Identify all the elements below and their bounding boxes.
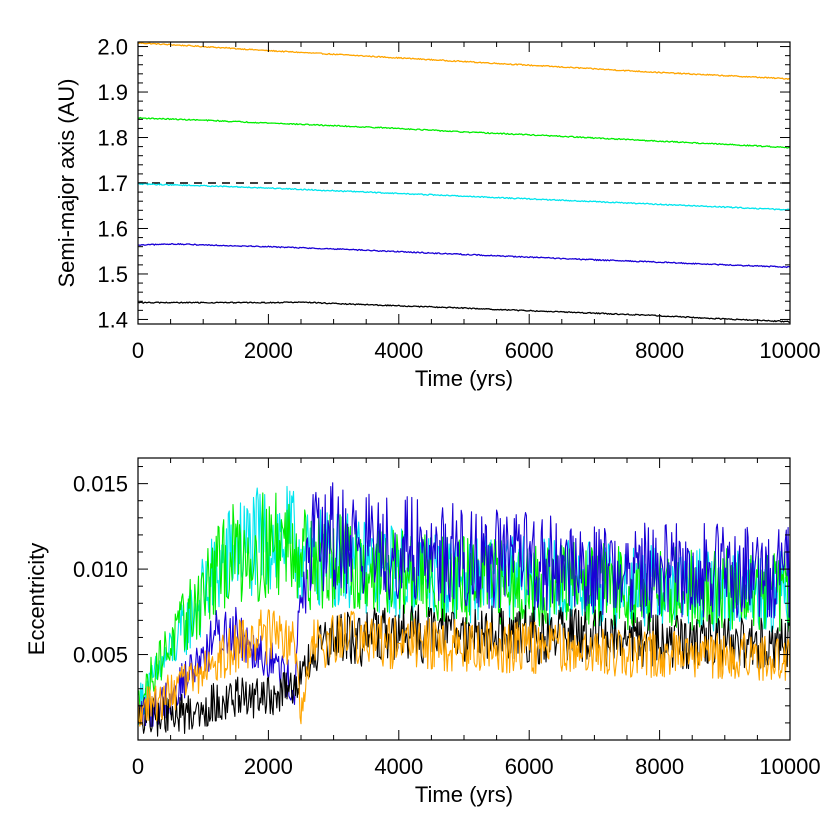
eccentricity-series-group — [138, 482, 790, 737]
semi-major-axis-x-tick-label: 4000 — [374, 338, 423, 363]
semi-major-axis-series-5-line — [138, 301, 790, 323]
semi-major-axis-x-tick-label: 6000 — [505, 338, 554, 363]
eccentricity-x-tick-label: 0 — [132, 754, 144, 779]
semi-major-axis-y-tick-label: 1.6 — [97, 216, 128, 241]
semi-major-axis-x-tick-label: 0 — [132, 338, 144, 363]
semi-major-axis-y-tick-label: 1.9 — [97, 80, 128, 105]
semi-major-axis-x-axis-title: Time (yrs) — [415, 366, 513, 391]
eccentricity-y-tick-label: 0.010 — [73, 557, 128, 582]
eccentricity-series-5-line — [138, 609, 790, 727]
semi-major-axis-series-3-line — [138, 182, 790, 211]
semi-major-axis-series-4-line — [138, 242, 790, 269]
eccentricity-y-tick-label: 0.015 — [73, 472, 128, 497]
eccentricity-x-tick-label: 6000 — [505, 754, 554, 779]
eccentricity-x-axis-title: Time (yrs) — [415, 782, 513, 807]
semi-major-axis-series-1-line — [138, 42, 790, 80]
eccentricity-series-4-line — [138, 604, 790, 737]
eccentricity-y-tick-label: 0.005 — [73, 643, 128, 668]
semi-major-axis-y-tick-label: 1.8 — [97, 126, 128, 151]
semi-major-axis-y-tick-label: 1.4 — [97, 307, 128, 332]
semi-major-axis-x-tick-label: 8000 — [635, 338, 684, 363]
semi-major-axis-y-tick-label: 1.7 — [97, 171, 128, 196]
semi-major-axis-y-axis-title: Semi-major axis (AU) — [54, 78, 79, 287]
semi-major-axis-x-tick-label: 10000 — [759, 338, 820, 363]
semi-major-axis-x-tick-label: 2000 — [244, 338, 293, 363]
eccentricity-y-axis-title: Eccentricity — [24, 543, 49, 655]
eccentricity-x-tick-label: 8000 — [635, 754, 684, 779]
semi-major-axis-panel: 0 2000 4000 6000 8000 10000 1.4 1.5 1.6 1.7 1.8 1.9… — [54, 35, 821, 391]
semi-major-axis-y-tick-label: 1.5 — [97, 262, 128, 287]
semi-major-axis-series-2-line — [138, 116, 790, 149]
eccentricity-series-2-line — [138, 492, 790, 718]
eccentricity-panel: 0 2000 4000 6000 8000 10000 0.005 0.010 0.015 Tim… — [24, 457, 821, 807]
eccentricity-x-tick-label: 10000 — [759, 754, 820, 779]
semi-major-axis-y-tick-label: 2.0 — [97, 35, 128, 60]
eccentricity-x-tick-label: 4000 — [374, 754, 423, 779]
semi-major-axis-series-group — [138, 42, 790, 323]
eccentricity-x-tick-label: 2000 — [244, 754, 293, 779]
